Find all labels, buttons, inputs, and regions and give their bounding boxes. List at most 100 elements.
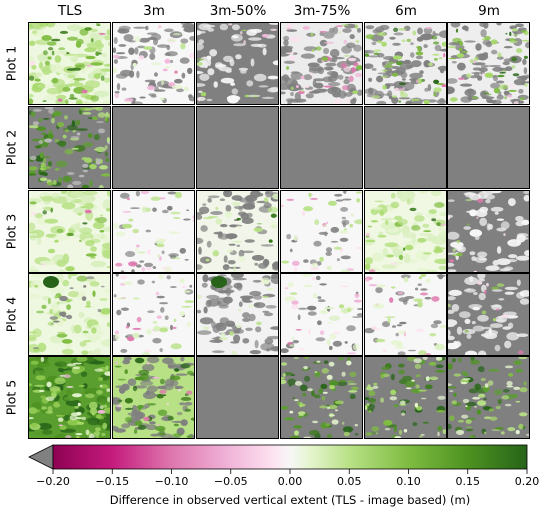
texture-blob [42,166,51,169]
texture-blob [158,274,165,280]
texture-blob [404,253,411,264]
texture-blob [333,331,341,335]
colorbar-ticks [52,469,528,474]
texture-blob [121,423,131,429]
texture-blob [476,409,482,415]
texture-blob [519,290,529,297]
texture-blob [197,294,203,299]
texture-blob [390,389,397,395]
map-panel-raster [113,357,194,438]
texture-blob [41,304,47,309]
texture-blob [330,71,339,78]
texture-blob [232,35,239,39]
texture-blob [257,192,264,197]
texture-blob [115,274,119,277]
texture-blob [501,395,510,400]
texture-blob [93,90,110,98]
texture-blob [106,266,110,268]
texture-blob [184,408,191,412]
texture-blob [403,247,406,251]
texture-blob [355,191,362,194]
texture-blob [82,163,89,168]
texture-blob [84,305,92,308]
texture-blob [29,222,36,232]
texture-blob [438,212,446,217]
texture-blob [431,218,437,222]
texture-blob [390,286,396,289]
texture-blob [58,424,64,427]
texture-blob [57,331,66,334]
texture-blob [466,73,472,78]
texture-blob [487,93,492,96]
texture-blob [415,374,421,378]
colorbar-tick-label: 0.00 [277,475,303,488]
texture-blob [421,255,428,262]
texture-blob [113,54,120,59]
texture-blob [82,112,92,115]
texture-blob [153,325,161,332]
texture-blob [139,380,154,386]
texture-blob [342,421,345,425]
texture-blob [285,98,295,103]
texture-blob [398,100,402,103]
texture-blob [320,383,328,390]
texture-blob [428,62,433,66]
texture-blob [181,72,186,79]
texture-blob [455,28,459,33]
texture-blob [132,385,138,392]
texture-blob [52,180,57,185]
texture-blob [117,378,127,381]
texture-blob [334,193,343,197]
texture-blob [94,335,102,339]
texture-blob [152,207,157,212]
texture-blob [309,197,319,200]
texture-blob [371,426,380,432]
texture-blob [352,97,357,103]
texture-blob [133,385,148,389]
texture-blob [439,98,445,102]
texture-blob [287,378,297,386]
texture-blob [47,181,54,186]
texture-blob [482,92,489,94]
texture-blob [524,82,528,87]
texture-blob [38,23,49,27]
texture-blob [336,258,340,262]
texture-blob [515,368,524,373]
texture-blob [69,415,78,421]
texture-blob [383,349,386,353]
texture-blob [83,285,87,288]
texture-blob [285,52,295,55]
texture-blob [384,428,391,431]
row-label-text: Plot 1 [3,45,19,82]
texture-blob [326,339,331,346]
texture-blob [267,206,278,213]
texture-blob [298,411,306,415]
texture-blob [176,88,184,93]
texture-blob [202,217,214,220]
texture-blob [466,288,471,291]
texture-blob [141,267,145,272]
texture-blob [370,208,379,215]
texture-blob [180,396,192,401]
texture-blob [94,78,97,82]
texture-blob [132,297,140,300]
texture-blob [198,206,210,214]
texture-blob [210,211,223,215]
texture-blob [55,414,66,417]
texture-blob [124,369,128,375]
texture-blob [375,338,386,343]
map-panel-raster [197,23,278,104]
texture-blob [314,82,324,89]
texture-blob [356,89,362,96]
texture-blob [436,274,446,278]
texture-blob [301,392,307,397]
texture-blob [398,363,405,368]
texture-blob [465,199,473,201]
texture-blob [61,339,73,344]
texture-blob [124,407,134,410]
texture-blob [132,332,140,339]
texture-blob [200,56,212,62]
texture-blob [165,66,171,69]
texture-blob [63,370,74,374]
texture-blob [462,328,476,335]
